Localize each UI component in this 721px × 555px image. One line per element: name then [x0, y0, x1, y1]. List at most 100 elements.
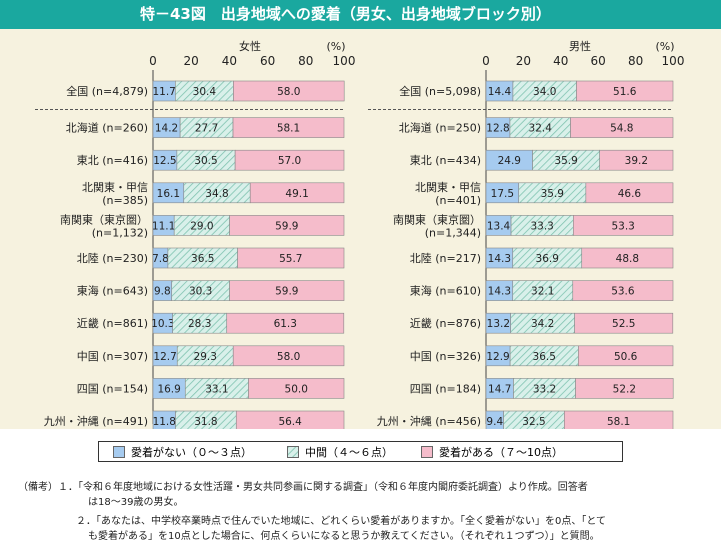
chart-area: 女性 (%) 0 20 40 60 80 100 全国 (n=4,879) 11.7 30.4 58.… [0, 29, 721, 429]
bar-segment-high [578, 345, 674, 367]
category-label: 全国 (n=5,098) [399, 84, 481, 98]
data-label: 11.8 [153, 416, 176, 428]
category-label: 近畿 (n=861) [77, 316, 148, 330]
legend-swatch-high [421, 446, 433, 458]
bar-segment-high [570, 117, 674, 138]
data-label: 16.9 [157, 383, 180, 395]
chart-svg: 女性 (%) 0 20 40 60 80 100 全国 (n=4,879) 11.7 30.4 58.… [35, 39, 684, 429]
data-label: 27.7 [195, 123, 218, 135]
category-label: (n=1,344) [425, 226, 481, 239]
tick-label: 0 [482, 54, 490, 68]
category-label: 近畿 (n=876) [410, 316, 481, 330]
category-label: 九州・沖縄 (n=491) [44, 414, 148, 428]
data-label: 33.1 [205, 383, 228, 395]
data-label: 29.3 [194, 351, 217, 363]
bar-segment-high [233, 80, 345, 102]
data-label: 58.1 [277, 123, 300, 135]
tick-label: 60 [591, 54, 606, 68]
data-label: 34.2 [531, 318, 554, 330]
data-label: 48.8 [616, 253, 639, 265]
category-label: 北海道 (n=260) [66, 121, 148, 135]
category-label: 東北 (n=416) [77, 154, 148, 167]
data-label: 24.9 [498, 155, 521, 167]
data-label: 9.8 [154, 286, 171, 298]
tick-label: 20 [184, 54, 199, 68]
legend-label-low: 愛着がない（０～３点） [131, 446, 252, 459]
category-label: 東海 (n=610) [410, 284, 481, 298]
category-label: 四国 (n=154) [77, 382, 148, 395]
legend-swatch-mid [287, 446, 299, 458]
bar-segment-high [234, 149, 345, 171]
data-label: 11.7 [152, 86, 175, 98]
figure-title: 特－43図 出身地域への愛着（男女、出身地域ブロック別） [0, 0, 721, 29]
note-line-4: も愛着がある」を10点とした場合に、何点くらいになると思うか教えてください。（そ… [88, 531, 600, 542]
data-label: 55.7 [279, 253, 302, 265]
data-label: 32.5 [522, 416, 545, 428]
data-label: 13.2 [487, 318, 510, 330]
data-label: 35.9 [554, 155, 577, 167]
bar-segment-high [226, 312, 345, 334]
bar-segment-high [232, 117, 345, 138]
data-label: 30.3 [189, 286, 212, 298]
data-label: 17.5 [491, 188, 514, 200]
data-label: 12.5 [153, 155, 176, 167]
data-label: 12.8 [486, 123, 509, 135]
bar-segment-high [248, 378, 345, 399]
tick-label: 40 [222, 54, 237, 68]
category-label: 東海 (n=643) [77, 284, 148, 298]
data-label: 53.6 [611, 286, 635, 298]
tick-label: 20 [516, 54, 531, 68]
bar-segment-high [576, 80, 674, 102]
category-label: 北陸 (n=217) [410, 252, 481, 265]
legend: 愛着がない（０～３点） 中間（４～６点） 愛着がある（７～10点） [98, 441, 623, 462]
bar-segment-high [599, 149, 674, 171]
category-label: (n=401) [435, 194, 481, 207]
data-label: 56.4 [278, 416, 302, 428]
panel-title: 男性 [569, 39, 591, 53]
chart-panel-0: 女性 (%) 0 20 40 60 80 100 全国 (n=4,879) 11.7 30.4 58.… [35, 39, 355, 429]
tick-label: 100 [333, 54, 356, 68]
bar-segment-high [575, 378, 674, 399]
bar-segment-high [229, 215, 345, 236]
bar-segment-high [581, 247, 674, 269]
data-label: 33.2 [533, 383, 556, 395]
data-label: 16.1 [157, 188, 180, 200]
data-label: 54.8 [610, 123, 633, 135]
data-label: 30.4 [193, 86, 217, 98]
data-label: 14.3 [488, 286, 511, 298]
category-label: 南関東（東京圏） [393, 212, 481, 226]
bar-segment-high [572, 280, 674, 301]
data-label: 36.5 [191, 253, 214, 265]
legend-swatch-low [113, 446, 125, 458]
category-label: (n=385) [102, 194, 148, 207]
data-label: 50.0 [285, 383, 308, 395]
data-label: 34.8 [205, 188, 228, 200]
data-label: 35.9 [541, 188, 564, 200]
data-label: 36.9 [536, 253, 559, 265]
data-label: 13.4 [487, 220, 511, 232]
data-label: 49.1 [285, 188, 308, 200]
data-label: 9.4 [486, 416, 503, 428]
chart-panel-1: 男性 (%) 0 20 40 60 80 100 全国 (n=5,098) 14.4 34.0 51.… [368, 39, 684, 429]
bar-segment-high [237, 247, 345, 269]
tick-label: 0 [149, 54, 157, 68]
unit-label: (%) [326, 40, 345, 53]
data-label: 59.9 [275, 286, 298, 298]
data-label: 50.6 [614, 351, 638, 363]
tick-label: 80 [628, 54, 643, 68]
bar-segment-high [574, 312, 674, 334]
data-label: 36.5 [533, 351, 556, 363]
bar-segment-high [235, 410, 345, 429]
category-label: 九州・沖縄 (n=456) [377, 414, 481, 428]
tick-label: 40 [553, 54, 568, 68]
data-label: 39.2 [625, 155, 648, 167]
data-label: 10.3 [151, 318, 174, 330]
data-label: 53.3 [611, 220, 634, 232]
data-label: 32.4 [529, 123, 553, 135]
data-label: 30.5 [194, 155, 217, 167]
data-label: 59.9 [275, 220, 298, 232]
category-label: (n=1,132) [92, 226, 148, 239]
data-label: 12.9 [486, 351, 509, 363]
data-label: 58.0 [277, 351, 300, 363]
category-label: 北陸 (n=230) [77, 252, 148, 265]
